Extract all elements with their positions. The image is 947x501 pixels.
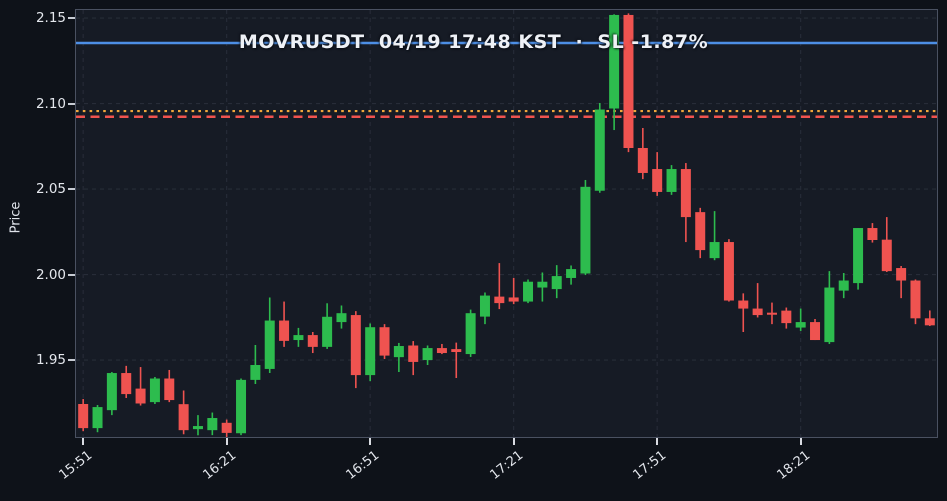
candle-body-down: [78, 403, 89, 429]
candle-body-down: [379, 327, 390, 356]
x-tick-mark: [799, 438, 802, 445]
candle-body-down: [451, 349, 462, 353]
candle-body-up: [537, 281, 548, 288]
candle-body-up: [551, 276, 562, 290]
candle-body-up: [422, 348, 433, 361]
candle-body-up: [479, 295, 490, 317]
candle-body-up: [465, 313, 476, 355]
y-tick-mark: [68, 102, 75, 105]
x-tick-mark: [82, 438, 85, 445]
candle-body-down: [637, 148, 648, 173]
candle-body-up: [250, 365, 261, 380]
time-tick-label: 16:21: [200, 448, 239, 483]
candle-body-up: [336, 313, 347, 323]
candle-body-down: [436, 348, 447, 354]
candle-body-down: [896, 268, 907, 281]
candle-body-up: [192, 426, 203, 430]
price-tick-label: 2.05: [35, 181, 66, 198]
candle-body-up: [207, 418, 218, 431]
candle-body-up: [365, 327, 376, 376]
candle-body-down: [135, 388, 146, 404]
candle-body-down: [867, 228, 878, 241]
candle-body-down: [307, 335, 318, 347]
price-tick-label: 1.95: [35, 352, 66, 369]
candle-body-down: [781, 310, 792, 324]
candle-body-up: [795, 322, 806, 328]
plot-area: [76, 10, 937, 437]
x-tick-mark: [369, 438, 372, 445]
candle-body-down: [752, 308, 763, 316]
time-tick-label: 17:21: [487, 448, 526, 483]
candle-body-down: [279, 320, 290, 341]
candle-body-up: [106, 373, 117, 411]
candle-body-down: [723, 242, 734, 301]
chart-title: MOVRUSDT 04/19 17:48 KST · SL -1.87%: [238, 31, 709, 53]
y-tick-mark: [68, 273, 75, 276]
price-tick-label: 2.15: [35, 10, 66, 27]
candle-body-down: [910, 280, 921, 319]
time-tick-label: 16:51: [343, 448, 383, 483]
time-tick-label: 17:51: [630, 448, 670, 483]
candle-body-down: [623, 14, 634, 149]
candle-body-up: [566, 269, 577, 278]
candle-body-up: [149, 378, 160, 403]
candle-body-down: [680, 169, 691, 218]
candle-body-up: [666, 169, 677, 192]
candle-body-down: [408, 345, 419, 362]
candle-body-up: [322, 316, 333, 347]
candle-body-down: [350, 315, 361, 376]
candle-body-up: [853, 228, 864, 284]
candle-body-down: [221, 422, 232, 433]
candle-body-up: [393, 346, 404, 358]
candle-body-down: [178, 404, 189, 431]
candle-body-down: [738, 300, 749, 309]
candle-body-down: [652, 169, 663, 192]
candle-body-down: [924, 318, 935, 326]
candlestick-chart: [76, 10, 937, 437]
x-tick-mark: [512, 438, 515, 445]
candle-body-up: [580, 186, 591, 274]
candle-body-up: [523, 281, 534, 302]
candle-body-down: [508, 297, 519, 302]
y-tick-mark: [68, 17, 75, 20]
candle-body-up: [594, 109, 605, 191]
candle-body-up: [264, 320, 275, 369]
candle-body-down: [494, 296, 505, 304]
candle-body-up: [838, 280, 849, 291]
candle-body-down: [881, 239, 892, 272]
price-tick-label: 2.00: [35, 266, 66, 283]
price-tick-label: 2.10: [35, 95, 66, 112]
candle-body-up: [824, 287, 835, 343]
x-tick-mark: [656, 438, 659, 445]
candle-body-down: [121, 373, 132, 395]
time-tick-label: 18:21: [774, 448, 813, 483]
candle-body-down: [164, 378, 175, 401]
candle-body-up: [92, 407, 103, 429]
x-tick-mark: [225, 438, 228, 445]
y-tick-mark: [68, 359, 75, 362]
candle-body-up: [709, 242, 720, 259]
time-tick-label: 15:51: [56, 448, 96, 483]
candle-body-down: [810, 322, 821, 341]
candle-body-up: [236, 379, 247, 434]
candle-body-up: [609, 14, 620, 109]
y-tick-mark: [68, 188, 75, 191]
candle-body-up: [293, 335, 304, 341]
candle-body-down: [695, 212, 706, 251]
candle-body-down: [766, 312, 777, 315]
